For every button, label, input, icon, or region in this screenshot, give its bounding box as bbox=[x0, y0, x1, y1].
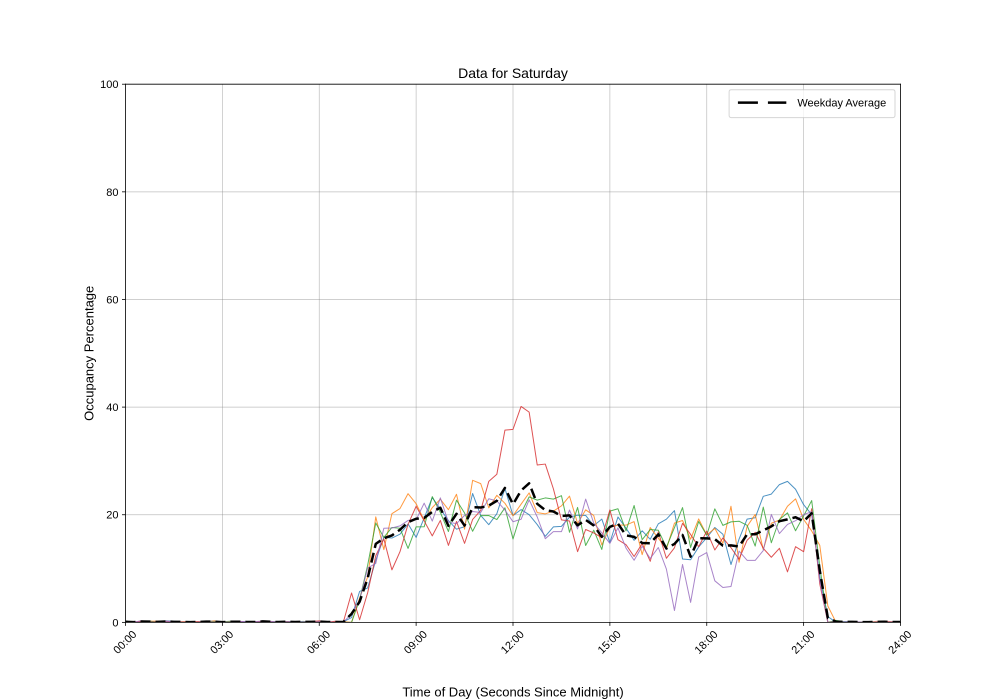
svg-text:Data for Saturday: Data for Saturday bbox=[458, 65, 568, 81]
svg-text:20: 20 bbox=[106, 510, 118, 522]
svg-text:0: 0 bbox=[112, 617, 118, 629]
svg-text:60: 60 bbox=[106, 294, 118, 306]
svg-text:80: 80 bbox=[106, 187, 118, 199]
svg-text:Weekday Average: Weekday Average bbox=[797, 97, 886, 109]
svg-text:100: 100 bbox=[100, 79, 118, 91]
svg-text:Occupancy Percentage: Occupancy Percentage bbox=[81, 286, 96, 421]
svg-text:40: 40 bbox=[106, 402, 118, 414]
svg-text:Time of Day (Seconds Since Mid: Time of Day (Seconds Since Midnight) bbox=[402, 685, 623, 700]
